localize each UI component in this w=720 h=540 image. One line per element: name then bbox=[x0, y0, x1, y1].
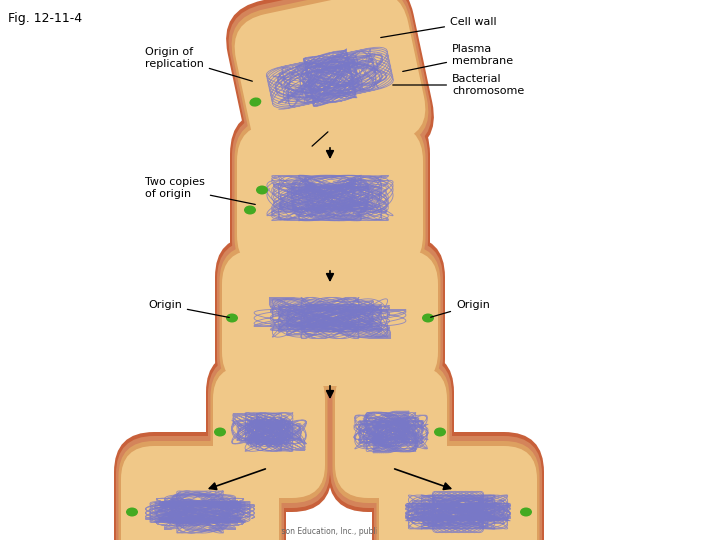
Ellipse shape bbox=[226, 314, 238, 322]
Text: Origin of
replication: Origin of replication bbox=[145, 47, 252, 81]
FancyBboxPatch shape bbox=[208, 356, 330, 508]
FancyBboxPatch shape bbox=[235, 0, 426, 164]
FancyBboxPatch shape bbox=[119, 441, 282, 540]
FancyBboxPatch shape bbox=[237, 124, 423, 272]
Ellipse shape bbox=[244, 206, 256, 214]
FancyBboxPatch shape bbox=[228, 0, 431, 174]
FancyBboxPatch shape bbox=[222, 250, 438, 386]
FancyBboxPatch shape bbox=[330, 356, 452, 508]
Ellipse shape bbox=[249, 97, 261, 106]
FancyBboxPatch shape bbox=[377, 441, 539, 540]
FancyBboxPatch shape bbox=[335, 366, 447, 498]
Ellipse shape bbox=[256, 186, 268, 194]
Ellipse shape bbox=[422, 314, 434, 322]
Text: Origin: Origin bbox=[148, 300, 229, 318]
FancyBboxPatch shape bbox=[215, 236, 445, 400]
FancyBboxPatch shape bbox=[213, 366, 325, 498]
Text: Copyright © 2008 Pearson Education, Inc., publishing as Pearson Benjamin Cumming: Copyright © 2008 Pearson Education, Inc.… bbox=[193, 527, 527, 536]
FancyBboxPatch shape bbox=[333, 361, 449, 503]
FancyBboxPatch shape bbox=[217, 240, 443, 396]
Ellipse shape bbox=[214, 428, 226, 436]
FancyBboxPatch shape bbox=[235, 119, 426, 277]
FancyBboxPatch shape bbox=[372, 432, 544, 540]
Text: Origin: Origin bbox=[431, 300, 490, 317]
FancyBboxPatch shape bbox=[328, 352, 454, 512]
Text: Fig. 12-11-4: Fig. 12-11-4 bbox=[8, 12, 82, 25]
Text: Plasma
membrane: Plasma membrane bbox=[402, 44, 513, 71]
Text: Cell wall: Cell wall bbox=[381, 17, 497, 38]
Ellipse shape bbox=[126, 508, 138, 516]
FancyBboxPatch shape bbox=[232, 0, 428, 169]
FancyBboxPatch shape bbox=[210, 361, 328, 503]
FancyBboxPatch shape bbox=[121, 446, 279, 540]
FancyBboxPatch shape bbox=[206, 352, 332, 512]
Text: Bacterial
chromosome: Bacterial chromosome bbox=[393, 74, 524, 96]
Ellipse shape bbox=[520, 508, 532, 516]
FancyBboxPatch shape bbox=[230, 110, 430, 286]
FancyBboxPatch shape bbox=[232, 114, 428, 282]
FancyBboxPatch shape bbox=[220, 245, 441, 391]
FancyBboxPatch shape bbox=[114, 432, 286, 540]
Text: E. coli: E. coli bbox=[255, 143, 288, 153]
FancyBboxPatch shape bbox=[374, 436, 542, 540]
FancyBboxPatch shape bbox=[116, 436, 284, 540]
Ellipse shape bbox=[434, 428, 446, 436]
Text: Two copies
of origin: Two copies of origin bbox=[145, 177, 256, 205]
Text: cell: cell bbox=[295, 143, 318, 153]
FancyBboxPatch shape bbox=[226, 0, 434, 178]
FancyBboxPatch shape bbox=[379, 446, 537, 540]
